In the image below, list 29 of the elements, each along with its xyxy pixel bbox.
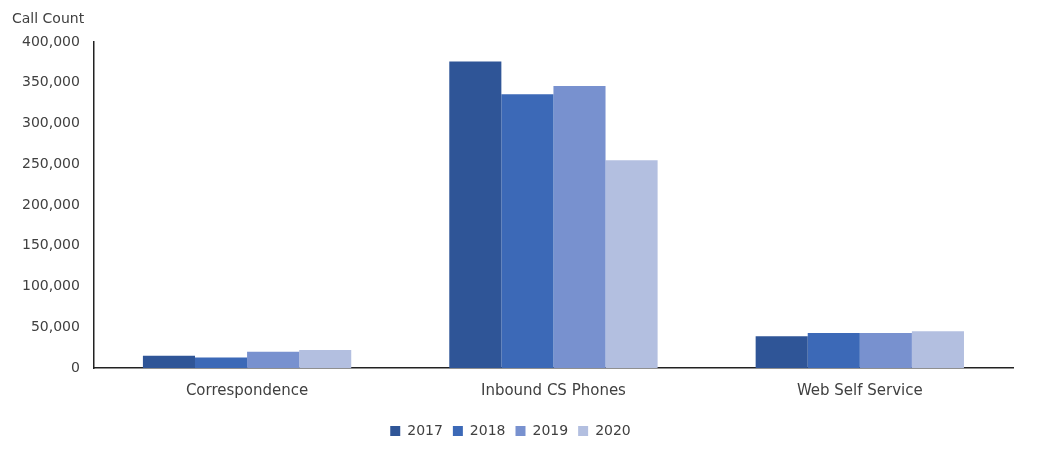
legend-label: 2019 [532, 421, 569, 438]
bar [142, 355, 195, 368]
y-tick-label: 0 [70, 358, 80, 375]
legend-label: 2018 [469, 421, 506, 438]
y-tick-label: 100,000 [21, 277, 80, 294]
x-tick-label: Web Self Service [796, 380, 923, 399]
bar [807, 332, 860, 368]
y-tick-label: 50,000 [30, 317, 80, 334]
y-tick-label: 200,000 [21, 195, 80, 212]
y-tick-label: 250,000 [21, 154, 80, 171]
y-tick-label: 350,000 [21, 73, 80, 90]
y-tick-label: 300,000 [21, 114, 80, 131]
bar [553, 86, 606, 368]
legend-label: 2017 [407, 421, 443, 438]
bar [299, 350, 352, 368]
bar [911, 331, 964, 368]
bar [859, 332, 912, 368]
bar [247, 351, 300, 368]
bar [501, 94, 554, 368]
x-tick-label: Inbound CS Phones [480, 380, 627, 399]
legend-label: 2020 [595, 421, 631, 438]
bar [755, 336, 808, 368]
bar [605, 160, 658, 368]
y-tick-label: 400,000 [21, 32, 80, 49]
x-tick-label: Correspondence [185, 380, 309, 399]
y-tick-label: 150,000 [21, 236, 80, 253]
bar [449, 61, 502, 368]
y-axis-title: Call Count [12, 9, 85, 26]
bar [195, 357, 248, 368]
